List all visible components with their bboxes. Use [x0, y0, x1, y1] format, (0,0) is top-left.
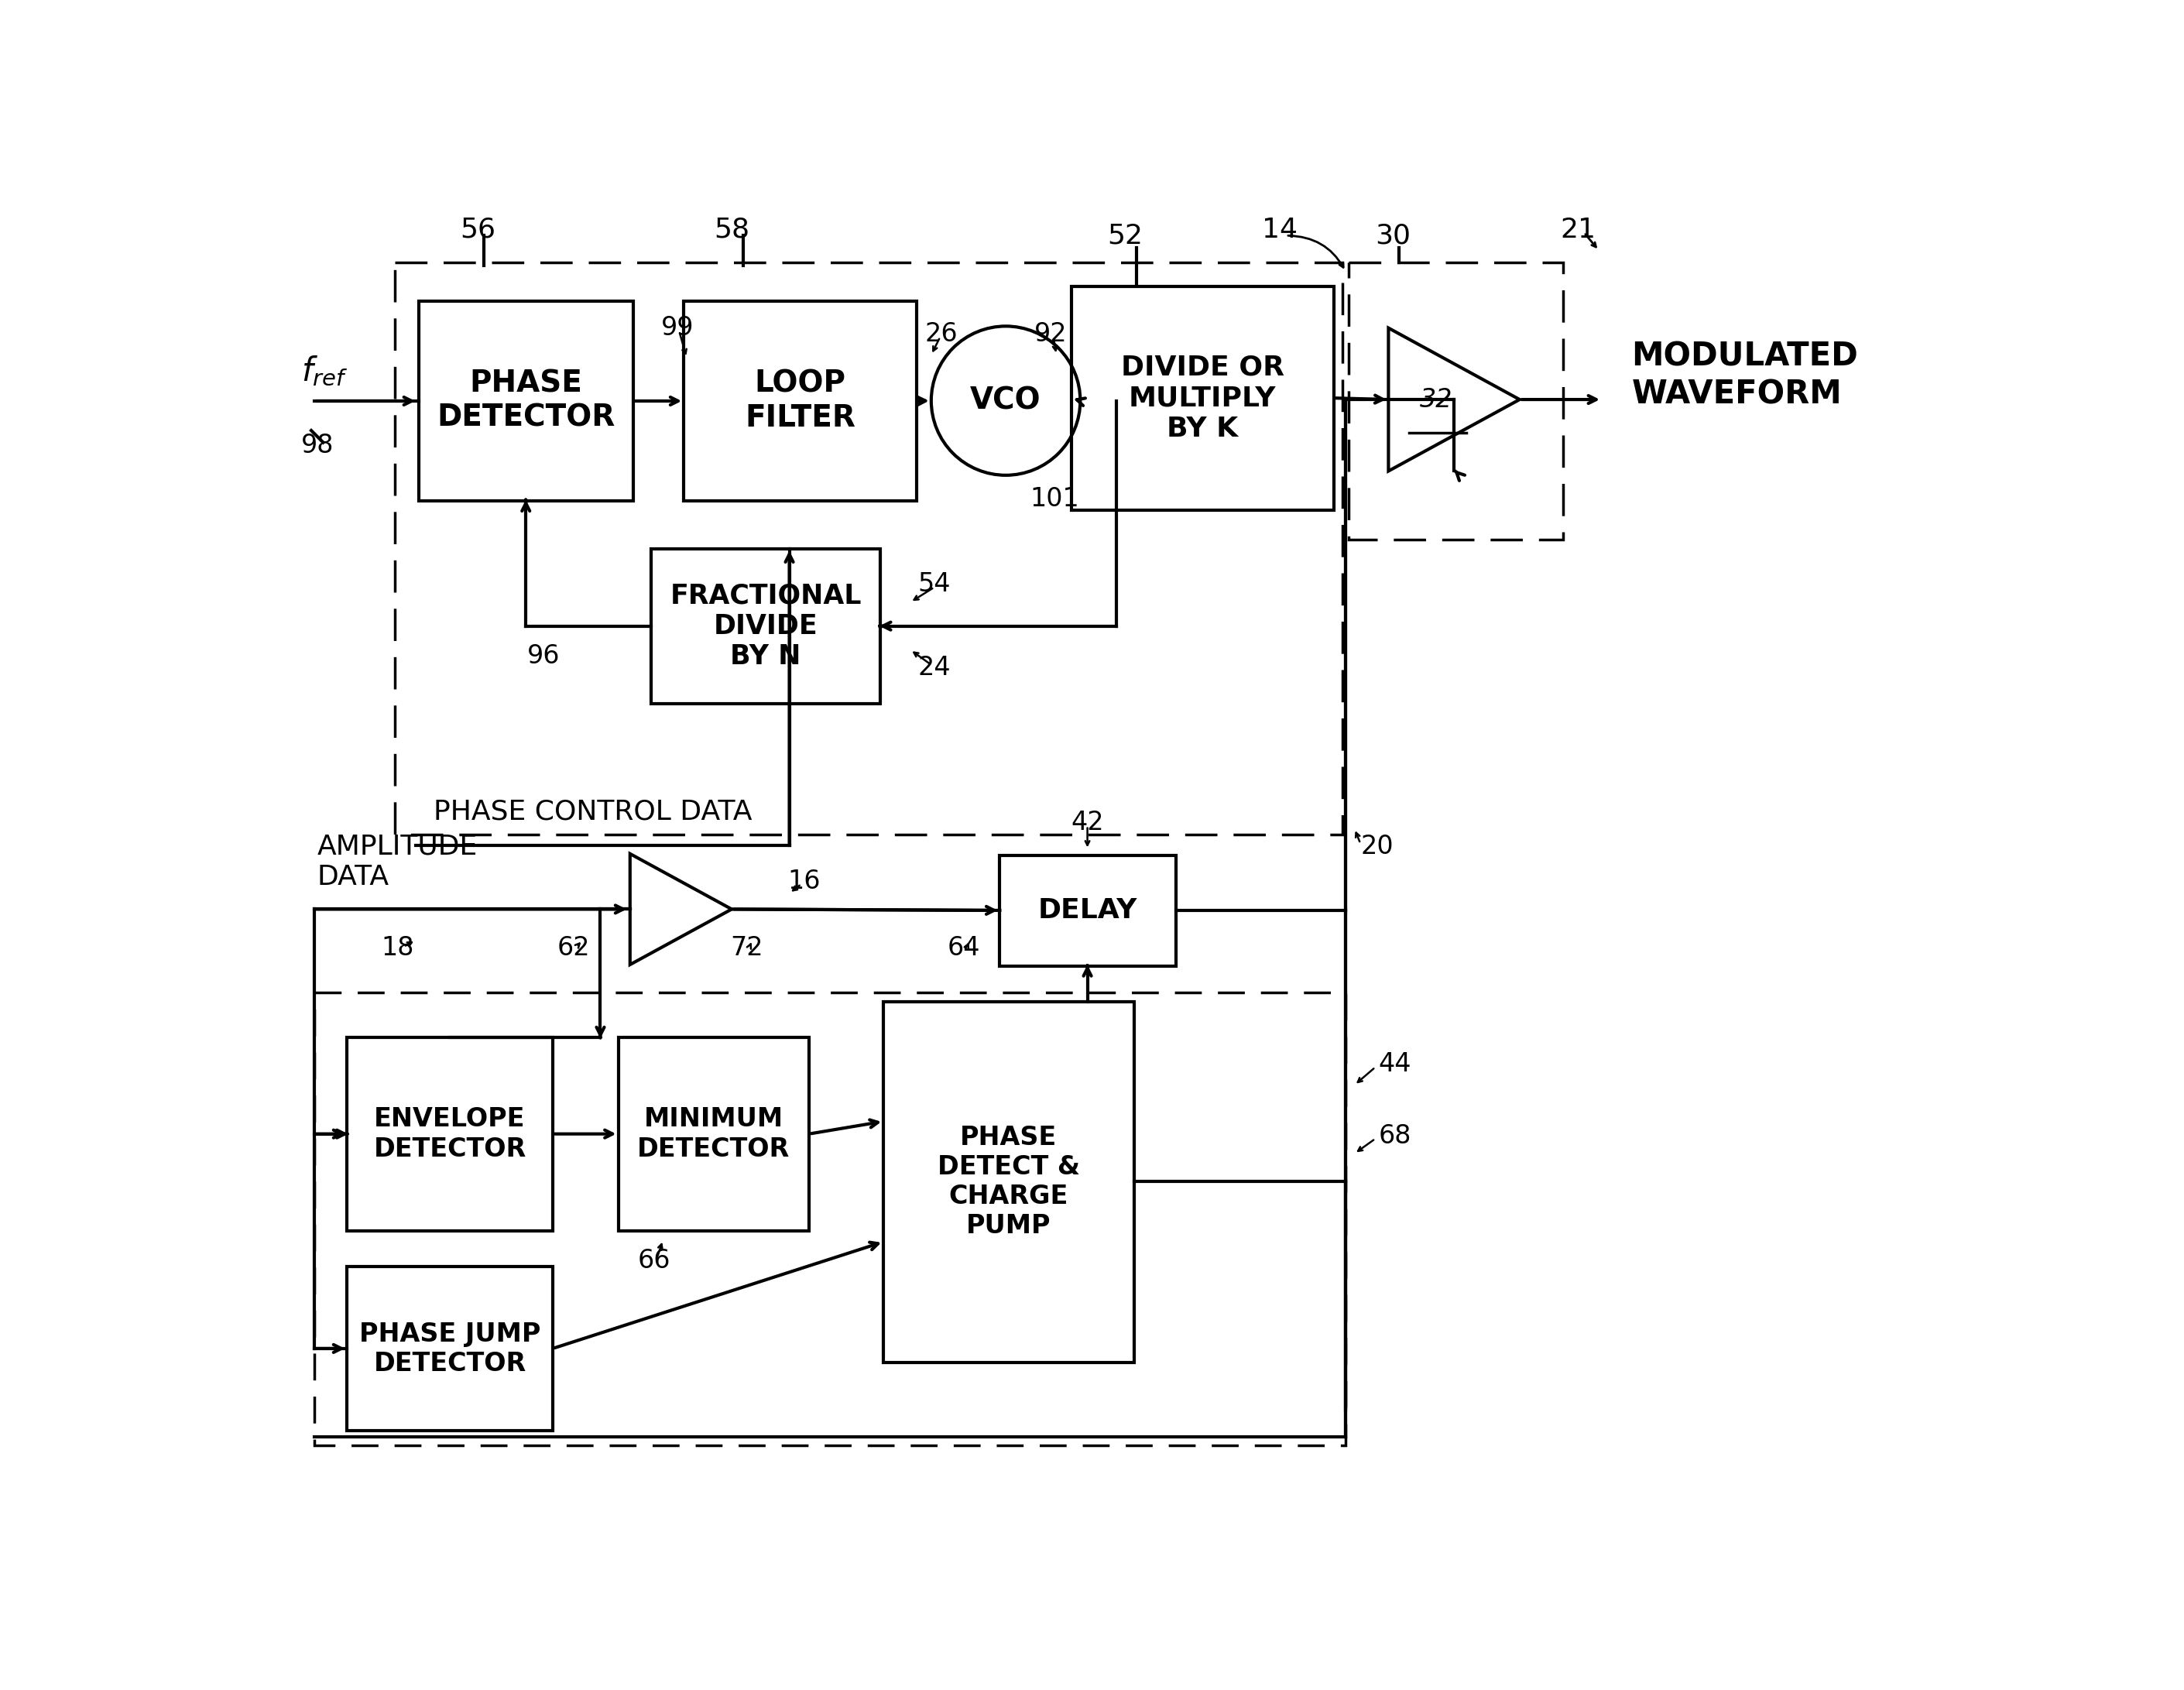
Text: LOOP
FILTER: LOOP FILTER [745, 368, 856, 433]
Text: 30: 30 [1376, 223, 1411, 248]
Text: 20: 20 [1361, 833, 1393, 860]
Bar [395, 262, 1343, 835]
Text: 16: 16 [788, 869, 821, 894]
Bar [347, 1268, 553, 1431]
Text: VCO: VCO [970, 385, 1042, 416]
Bar [314, 992, 1345, 1445]
Text: PHASE
DETECT &
CHARGE
PUMP: PHASE DETECT & CHARGE PUMP [937, 1126, 1079, 1239]
Text: PHASE JUMP
DETECTOR: PHASE JUMP DETECTOR [358, 1322, 542, 1376]
Text: 58: 58 [714, 216, 749, 243]
Bar [1072, 286, 1334, 510]
Text: 98: 98 [301, 433, 334, 458]
Bar [651, 549, 880, 703]
Text: 21: 21 [1559, 216, 1597, 243]
Bar [419, 301, 633, 500]
Text: FRACTIONAL
DIVIDE
BY N: FRACTIONAL DIVIDE BY N [670, 583, 863, 669]
Text: 56: 56 [461, 216, 496, 243]
Text: $f_{ref}$: $f_{ref}$ [301, 355, 347, 387]
Text: 99: 99 [662, 316, 695, 341]
Text: DIVIDE OR
MULTIPLY
BY K: DIVIDE OR MULTIPLY BY K [1120, 355, 1284, 441]
Text: 52: 52 [1107, 223, 1142, 248]
Text: 42: 42 [1070, 810, 1103, 835]
Text: 54: 54 [917, 571, 950, 597]
Text: 96: 96 [526, 644, 559, 669]
Text: 62: 62 [557, 935, 590, 960]
Bar [618, 1038, 808, 1230]
Bar [347, 1038, 553, 1230]
Bar [1000, 855, 1175, 965]
Text: ENVELOPE
DETECTOR: ENVELOPE DETECTOR [373, 1107, 526, 1161]
Text: MINIMUM
DETECTOR: MINIMUM DETECTOR [638, 1107, 791, 1161]
Text: MODULATED
WAVEFORM: MODULATED WAVEFORM [1631, 341, 1859, 411]
Text: PHASE
DETECTOR: PHASE DETECTOR [437, 368, 616, 433]
Bar [885, 1002, 1133, 1362]
Text: AMPLITUDE
DATA: AMPLITUDE DATA [317, 833, 478, 891]
Text: 101: 101 [1029, 487, 1079, 512]
Text: DELAY: DELAY [1037, 897, 1138, 924]
Text: 66: 66 [638, 1249, 670, 1274]
Text: 64: 64 [948, 935, 981, 960]
Text: PHASE CONTROL DATA: PHASE CONTROL DATA [432, 798, 751, 825]
Text: 32: 32 [1420, 387, 1452, 412]
Bar [684, 301, 917, 500]
Text: 14: 14 [1262, 216, 1297, 243]
Bar [1348, 262, 1564, 539]
Text: 24: 24 [917, 656, 950, 681]
Text: 92: 92 [1033, 321, 1068, 346]
Text: 26: 26 [924, 321, 959, 346]
Text: 18: 18 [382, 935, 415, 960]
Text: 68: 68 [1378, 1122, 1411, 1149]
Text: 72: 72 [729, 935, 762, 960]
Text: 44: 44 [1378, 1051, 1411, 1077]
